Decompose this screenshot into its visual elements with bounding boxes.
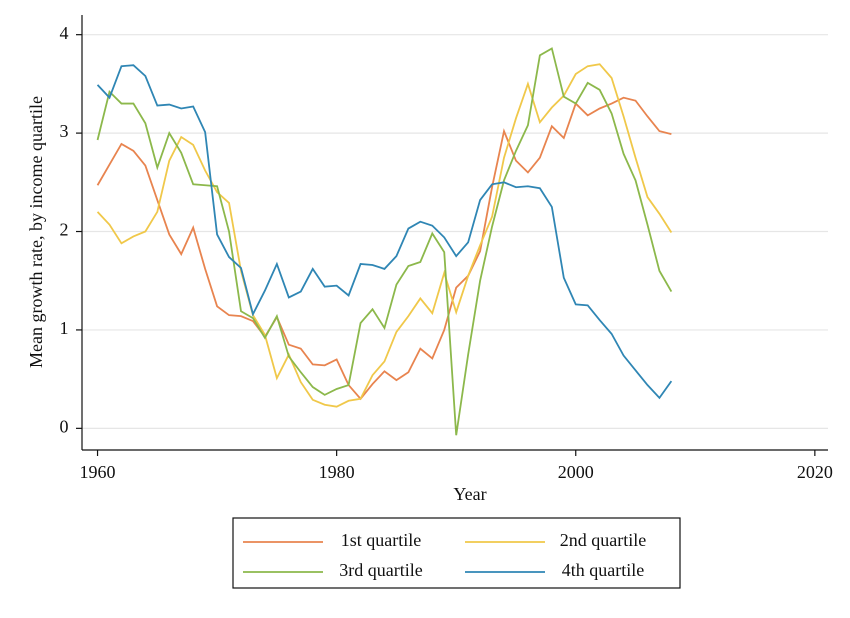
- y-tick-label: 3: [60, 121, 69, 141]
- y-tick-label: 1: [60, 318, 69, 338]
- x-tick-label: 1980: [319, 462, 355, 482]
- y-tick-label: 2: [60, 220, 69, 240]
- x-tick-label: 2000: [558, 462, 594, 482]
- series-line: [96, 63, 673, 408]
- y-tick-label: 0: [60, 416, 69, 436]
- x-tick-label: 2020: [797, 462, 833, 482]
- x-axis-title: Year: [453, 484, 486, 504]
- x-tick-label: 1960: [80, 462, 116, 482]
- legend-label: 2nd quartile: [560, 530, 646, 550]
- y-tick-label: 4: [60, 23, 69, 43]
- y-axis-title: Mean growth rate, by income quartile: [26, 96, 46, 368]
- series-line: [96, 47, 673, 436]
- series-line: [96, 64, 673, 400]
- legend-label: 1st quartile: [341, 530, 421, 550]
- legend-label: 4th quartile: [562, 560, 644, 580]
- legend-box: [232, 517, 681, 589]
- legend-label: 3rd quartile: [339, 560, 422, 580]
